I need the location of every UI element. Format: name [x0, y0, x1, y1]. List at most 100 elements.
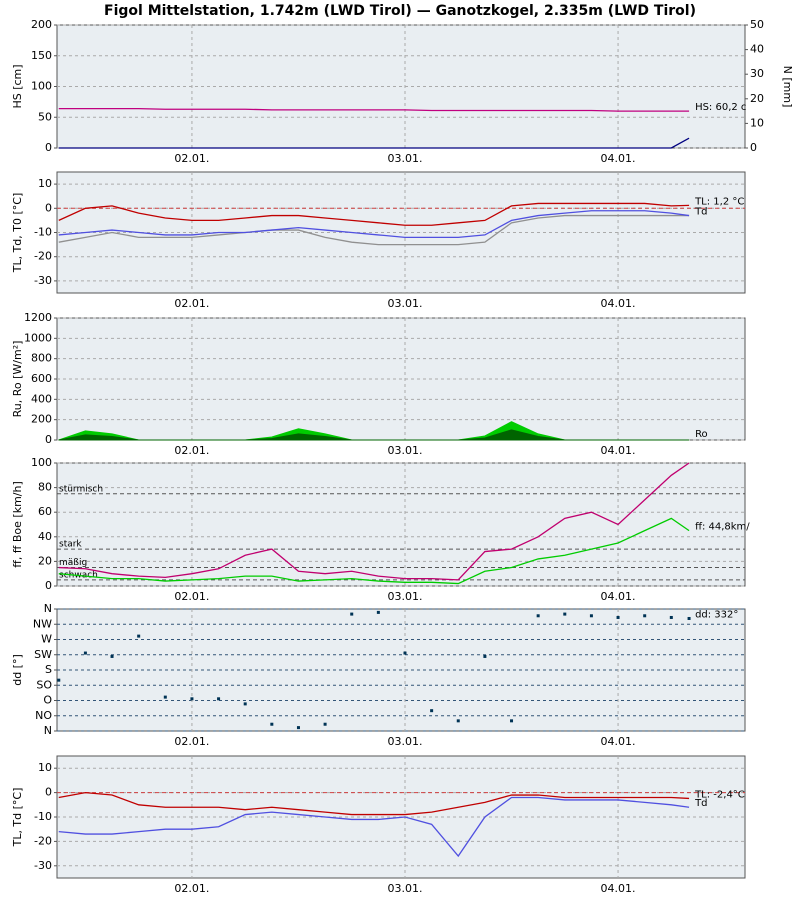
x-tick-label: 03.01. [387, 152, 422, 165]
series-label: TL: -2,4°C [694, 789, 745, 800]
point [376, 610, 380, 614]
reference-label: mäßig [59, 558, 87, 568]
y-tick-label: 0 [45, 786, 52, 799]
line [58, 791, 690, 816]
y-tick-label: 200 [31, 413, 52, 426]
point [217, 697, 221, 701]
point [83, 651, 87, 655]
series-label: TL: 1,2 °C [694, 196, 744, 207]
point [163, 695, 167, 699]
point [270, 722, 274, 726]
x-tick-label: 03.01. [387, 590, 422, 603]
x-tick-label: 02.01. [174, 444, 209, 457]
y-tick-label: NW [33, 617, 52, 630]
point [669, 615, 673, 619]
point [616, 615, 620, 619]
series-label: ff: 44,8km/ [695, 522, 750, 533]
line [58, 210, 690, 238]
y-tick-label: 60 [38, 505, 52, 518]
point [456, 719, 460, 723]
y-tick-label: 0 [45, 433, 52, 446]
point [243, 702, 247, 706]
x-tick-label: 04.01. [601, 152, 636, 165]
y2-tick-label: 0 [750, 141, 757, 154]
point [510, 719, 514, 723]
y-axis-label: TL, Td [°C] [11, 788, 24, 848]
y-tick-label: SO [36, 678, 52, 691]
point [536, 614, 540, 618]
y-axis-label: Ru, Ro [W/m²] [11, 341, 24, 418]
y-tick-label: 80 [38, 481, 52, 494]
y-tick-label: 20 [38, 554, 52, 567]
line [58, 202, 690, 226]
y-tick-label: 1000 [24, 331, 52, 344]
line [58, 214, 690, 246]
series-label: Td [694, 798, 707, 809]
point [296, 726, 300, 730]
y-axis-label: TL, Td, T0 [°C] [11, 193, 24, 274]
point [430, 709, 434, 713]
y-tick-label: 400 [31, 392, 52, 405]
plot-area [56, 462, 746, 587]
line [58, 107, 690, 112]
y-tick-label: -10 [34, 226, 52, 239]
y-tick-label: 0 [45, 201, 52, 214]
y-axis-label: HS [cm] [11, 64, 24, 108]
y-axis-label: dd [°] [11, 654, 24, 686]
point [643, 614, 647, 618]
y-tick-label: -30 [34, 859, 52, 872]
y-tick-label: 200 [31, 18, 52, 31]
x-tick-label: 03.01. [387, 297, 422, 310]
y2-tick-label: 30 [750, 67, 764, 80]
y-tick-label: -20 [34, 834, 52, 847]
point [563, 612, 567, 616]
y-tick-label: W [41, 633, 52, 646]
x-tick-label: 02.01. [174, 590, 209, 603]
y-tick-label: 10 [38, 177, 52, 190]
line [58, 462, 690, 581]
y-tick-label: 10 [38, 761, 52, 774]
y-tick-label: 100 [31, 456, 52, 469]
reference-label: stürmisch [59, 484, 103, 494]
y-axis-label: ff, ff Boe [km/h] [11, 481, 24, 568]
y-tick-label: -30 [34, 274, 52, 287]
series-label: Ro [695, 429, 708, 440]
point [483, 654, 487, 658]
reference-label: stark [59, 540, 82, 550]
x-tick-label: 03.01. [387, 735, 422, 748]
x-tick-label: 03.01. [387, 444, 422, 457]
point [323, 722, 327, 726]
series-label: HS: 60,2 c [695, 102, 746, 113]
area [58, 429, 690, 441]
point [350, 612, 354, 616]
y2-axis-label: N [mm] [781, 66, 794, 108]
y-tick-label: 600 [31, 372, 52, 385]
line [58, 796, 690, 858]
y-tick-label: 1200 [24, 311, 52, 324]
series-label: Td [694, 207, 707, 218]
y-tick-label: 100 [31, 80, 52, 93]
y-tick-label: O [43, 694, 52, 707]
x-tick-label: 04.01. [601, 297, 636, 310]
x-tick-label: 04.01. [601, 444, 636, 457]
y-tick-label: N [44, 724, 52, 737]
y2-tick-label: 50 [750, 18, 764, 31]
line [58, 137, 690, 149]
x-tick-label: 03.01. [387, 882, 422, 895]
line [58, 517, 690, 585]
x-tick-label: 02.01. [174, 297, 209, 310]
y-tick-label: 40 [38, 530, 52, 543]
x-tick-label: 04.01. [601, 735, 636, 748]
y-tick-label: -10 [34, 810, 52, 823]
y-tick-label: 800 [31, 352, 52, 365]
x-tick-label: 02.01. [174, 882, 209, 895]
y-tick-label: 150 [31, 49, 52, 62]
point [190, 697, 194, 701]
point [57, 678, 61, 682]
point [403, 651, 407, 655]
chart-title: Figol Mittelstation, 1.742m (LWD Tirol) … [104, 3, 696, 19]
point [687, 616, 691, 620]
x-tick-label: 02.01. [174, 735, 209, 748]
